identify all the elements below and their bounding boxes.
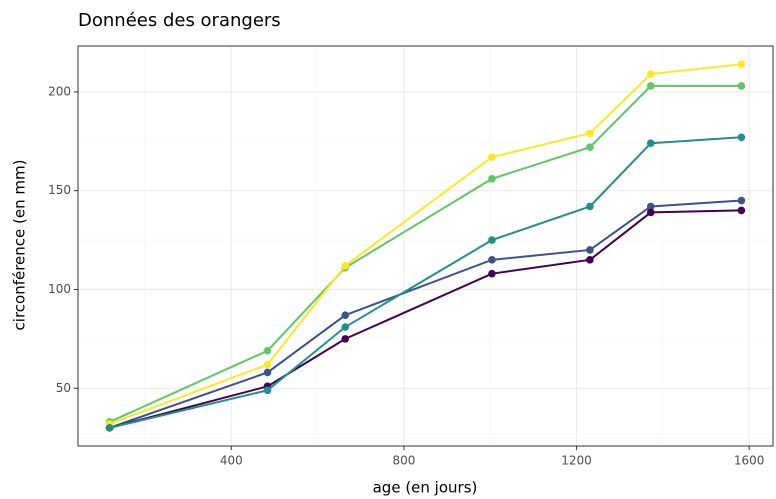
point bbox=[646, 82, 655, 90]
point bbox=[263, 368, 272, 377]
x-tick-label: 400 bbox=[220, 454, 243, 468]
panel-border bbox=[77, 45, 774, 447]
x-tick-label: 1200 bbox=[561, 454, 592, 468]
point bbox=[737, 82, 746, 90]
y-tick-label: 150 bbox=[48, 183, 71, 197]
point bbox=[488, 236, 496, 244]
x-axis-title: age (en jours) bbox=[373, 479, 478, 497]
x-tick-label: 1600 bbox=[734, 454, 765, 468]
point bbox=[263, 386, 272, 395]
chart-title: Données des orangers bbox=[78, 10, 281, 31]
point bbox=[737, 206, 746, 215]
point bbox=[586, 202, 594, 211]
point bbox=[586, 256, 594, 264]
point bbox=[737, 60, 746, 68]
point bbox=[488, 256, 496, 264]
panel bbox=[78, 46, 773, 446]
point bbox=[341, 311, 350, 319]
point bbox=[646, 202, 655, 211]
point bbox=[646, 70, 655, 78]
y-tick-label: 100 bbox=[48, 282, 71, 296]
point bbox=[341, 261, 350, 270]
point bbox=[488, 153, 496, 161]
point bbox=[586, 143, 594, 151]
point bbox=[488, 269, 496, 278]
point bbox=[263, 360, 272, 369]
y-tick-label: 200 bbox=[48, 84, 71, 98]
point bbox=[737, 196, 746, 205]
point bbox=[263, 346, 272, 355]
point bbox=[586, 246, 594, 254]
point bbox=[586, 129, 594, 138]
y-axis-title: circonférence (en mm) bbox=[11, 160, 29, 331]
point bbox=[341, 323, 350, 331]
point bbox=[646, 139, 655, 148]
x-tick-label: 800 bbox=[392, 454, 415, 468]
point bbox=[646, 208, 655, 217]
y-tick-label: 50 bbox=[56, 381, 71, 395]
point bbox=[341, 335, 350, 343]
point bbox=[105, 424, 114, 432]
point bbox=[737, 133, 746, 142]
point bbox=[488, 175, 496, 183]
